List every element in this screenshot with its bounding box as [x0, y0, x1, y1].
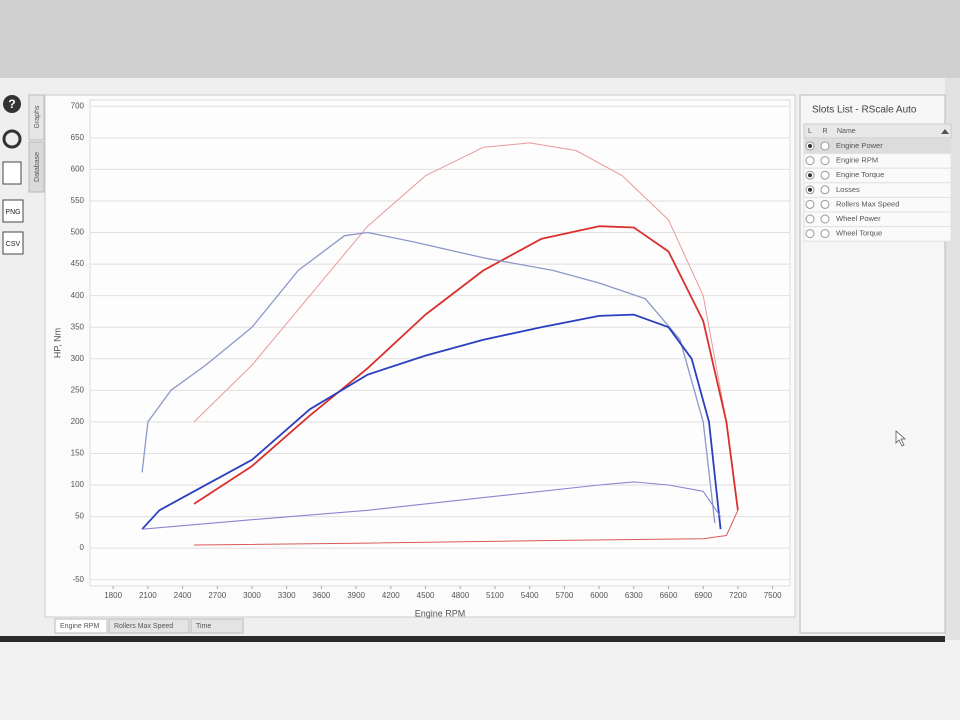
slot-name: Wheel Torque [836, 229, 882, 238]
tab-label: Rollers Max Speed [114, 623, 173, 630]
slots-title: Slots List - RScale Auto [812, 105, 917, 116]
bezel [0, 636, 945, 642]
slot-name: Engine RPM [836, 156, 878, 165]
slot-name: Rollers Max Speed [836, 199, 899, 208]
series-line [141, 231, 716, 523]
y-tick-label: 200 [71, 417, 85, 426]
plot-area [89, 99, 791, 587]
radio-r[interactable] [820, 214, 830, 224]
slot-name: Engine Power [836, 141, 883, 150]
y-tick-label: 250 [71, 385, 85, 394]
tab-label: Time [196, 623, 211, 630]
x-tick-label: 5100 [486, 591, 504, 600]
list-row[interactable] [803, 226, 952, 242]
x-tick-label: 4800 [451, 591, 469, 600]
radio-r[interactable] [820, 185, 830, 195]
bottom-tab[interactable] [190, 618, 244, 634]
series-line [142, 481, 722, 530]
radio-r[interactable] [820, 156, 830, 166]
x-tick-label: 2400 [174, 591, 192, 600]
y-tick-label: 350 [71, 322, 85, 331]
radio-r[interactable] [820, 229, 830, 239]
radio-l[interactable] [805, 199, 815, 209]
x-axis-label: Engine RPM [415, 608, 466, 618]
radio-dot [808, 173, 812, 178]
list-header [803, 123, 952, 139]
background [0, 640, 960, 720]
png-icon[interactable] [2, 199, 24, 223]
column-header: R [822, 128, 827, 135]
tab-label: Graphs [34, 105, 41, 128]
radio-r[interactable] [820, 141, 830, 151]
x-tick-label: 2700 [208, 591, 226, 600]
radio-dot [808, 187, 812, 192]
x-tick-label: 2100 [139, 591, 157, 600]
x-tick-label: 3900 [347, 591, 365, 600]
csv-icon[interactable] [2, 231, 24, 255]
y-tick-label: 50 [75, 512, 84, 521]
radio-r[interactable] [820, 199, 830, 209]
y-tick-label: 500 [71, 228, 85, 237]
bottom-tab[interactable] [54, 618, 108, 634]
x-tick-label: 3600 [313, 591, 331, 600]
x-tick-label: 6600 [660, 591, 678, 600]
series-line [194, 510, 739, 546]
x-tick-label: 7500 [764, 591, 782, 600]
y-tick-label: 450 [71, 259, 85, 268]
x-tick-label: 4500 [417, 591, 435, 600]
radio-r[interactable] [820, 170, 830, 180]
bottom-tab[interactable] [108, 618, 190, 634]
y-tick-label: 600 [71, 165, 85, 174]
help-glyph: ? [8, 97, 15, 111]
y-tick-label: 700 [71, 101, 85, 110]
png-label: PNG [5, 209, 20, 216]
x-tick-label: 3300 [278, 591, 296, 600]
radio-l[interactable] [805, 156, 815, 166]
x-tick-label: 6000 [590, 591, 608, 600]
y-tick-label: 400 [71, 291, 85, 300]
x-tick-label: 6300 [625, 591, 643, 600]
y-tick-label: 550 [71, 196, 85, 205]
series-line [193, 225, 739, 511]
x-tick-label: 5700 [555, 591, 573, 600]
tab-label: Database [34, 152, 41, 182]
radio-l[interactable] [805, 214, 815, 224]
column-header: Name [837, 128, 856, 135]
cursor [895, 430, 907, 447]
x-tick-label: 6900 [694, 591, 712, 600]
column-header: L [808, 128, 812, 135]
x-tick-label: 7200 [729, 591, 747, 600]
x-tick-label: 3000 [243, 591, 261, 600]
slot-name: Engine Torque [836, 170, 884, 179]
x-tick-label: 5400 [521, 591, 539, 600]
tab-label: Engine RPM [60, 623, 99, 630]
y-tick-label: 150 [71, 449, 85, 458]
slot-name: Wheel Power [836, 214, 881, 223]
graphs-tab[interactable] [28, 94, 45, 141]
refresh-icon[interactable] [2, 129, 22, 149]
help-icon[interactable] [3, 95, 21, 113]
series-line [141, 313, 722, 530]
csv-label: CSV [6, 241, 21, 248]
y-tick-label: -50 [72, 575, 84, 584]
y-tick-label: 0 [80, 543, 85, 552]
x-tick-label: 1800 [104, 591, 122, 600]
y-tick-label: 100 [71, 480, 85, 489]
print-icon[interactable] [2, 161, 22, 185]
y-tick-label: 650 [71, 133, 85, 142]
sort-arrow [941, 129, 949, 134]
database-tab[interactable] [28, 141, 45, 193]
y-axis-label: HP, Nm [52, 328, 62, 358]
series-line [193, 142, 739, 511]
x-tick-label: 4200 [382, 591, 400, 600]
background [0, 0, 960, 78]
slot-name: Losses [836, 185, 860, 194]
y-tick-label: 300 [71, 354, 85, 363]
radio-l[interactable] [805, 229, 815, 239]
radio-dot [808, 144, 812, 148]
